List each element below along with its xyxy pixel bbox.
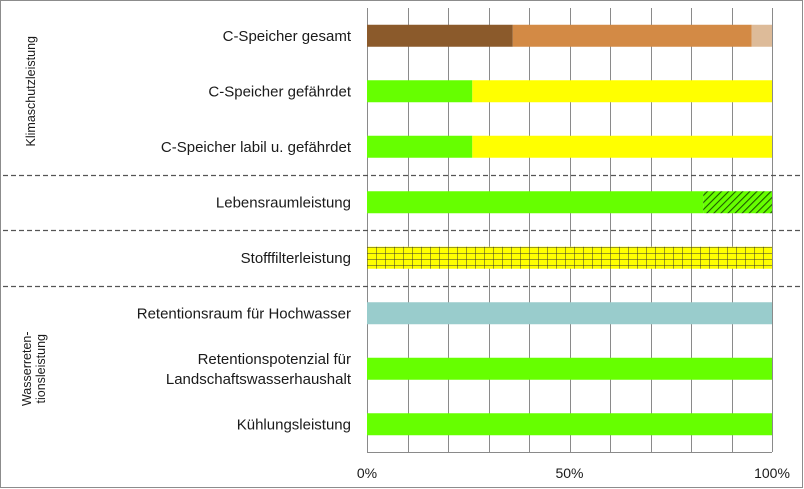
bar-segment bbox=[472, 135, 772, 158]
category-label: Lebensraumleistung bbox=[216, 194, 351, 211]
bar-segment bbox=[472, 80, 772, 103]
bars bbox=[367, 24, 772, 436]
bar-segment bbox=[367, 135, 473, 158]
bar-segment bbox=[367, 24, 513, 47]
bar-segment bbox=[367, 191, 704, 214]
category-label: Kühlungsleistung bbox=[237, 416, 351, 433]
category-label: C-Speicher labil u. gefährdet bbox=[161, 139, 352, 156]
x-axis-ticks: 0% 50% 100% bbox=[357, 465, 790, 481]
category-label: Stofffilterleistung bbox=[241, 250, 351, 267]
group-label: Klimaschutzleistung bbox=[24, 36, 38, 147]
group-labels: Klimaschutzleistung Wasserreten-tionsleis… bbox=[20, 36, 48, 406]
category-label: C-Speicher gefährdet bbox=[208, 83, 351, 100]
x-tick-label: 100% bbox=[754, 465, 790, 481]
group-label: tionsleistung bbox=[34, 334, 48, 404]
bar-segment bbox=[367, 413, 772, 436]
bar-segment bbox=[367, 246, 772, 269]
x-tick-label: 0% bbox=[357, 465, 377, 481]
bar-segment bbox=[751, 24, 772, 47]
category-label: Retentionspotenzial für Landschaftswasser… bbox=[166, 351, 352, 388]
bar-segment bbox=[703, 191, 772, 214]
bar-segment bbox=[367, 302, 772, 325]
group-separators bbox=[3, 174, 800, 288]
category-labels: C-Speicher gesamt C-Speicher gefährdet C-S… bbox=[137, 28, 352, 434]
x-tick-label: 50% bbox=[555, 465, 583, 481]
category-label: Retentionsraum für Hochwasser bbox=[137, 305, 351, 322]
bar-segment bbox=[367, 357, 772, 380]
category-label: C-Speicher gesamt bbox=[223, 28, 352, 45]
bar-segment bbox=[512, 24, 752, 47]
bar-segment bbox=[367, 80, 473, 103]
group-label: Wasserreten- bbox=[20, 331, 34, 406]
